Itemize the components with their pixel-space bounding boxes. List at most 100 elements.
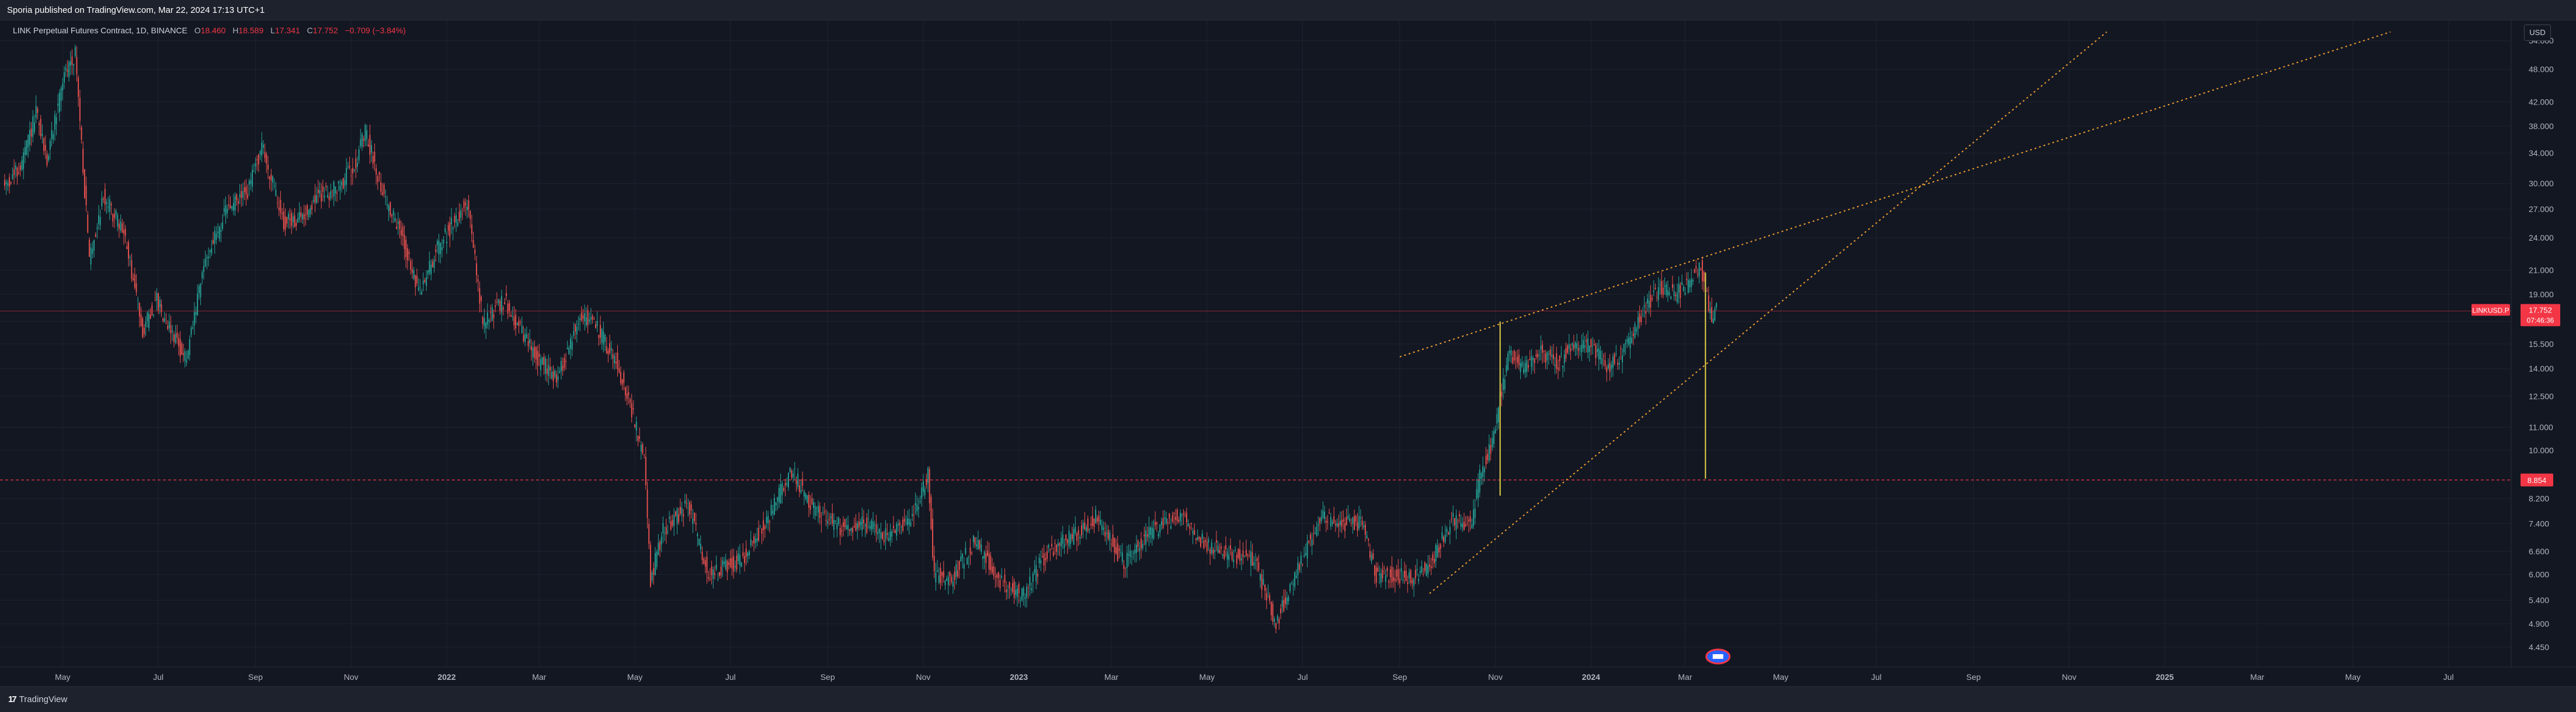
candle-body bbox=[747, 553, 749, 557]
candle-body bbox=[932, 519, 933, 558]
candle-body bbox=[1659, 284, 1661, 286]
candle-body bbox=[863, 519, 864, 523]
candle-body bbox=[1187, 523, 1189, 527]
candle-body bbox=[1650, 294, 1652, 308]
candle-body bbox=[1041, 556, 1043, 558]
y-tick-label: 21.000 bbox=[2529, 266, 2554, 275]
candle-body bbox=[1357, 522, 1358, 531]
candle-body bbox=[1306, 541, 1308, 559]
candle-body bbox=[1223, 550, 1225, 559]
candle-body bbox=[1277, 616, 1278, 621]
candle-body bbox=[1673, 291, 1675, 296]
candle-body bbox=[228, 204, 230, 206]
candle-body bbox=[1292, 584, 1294, 585]
candle-body bbox=[1225, 545, 1226, 550]
time-axis[interactable]: May Jul Sep Nov 2022 Mar May Jul Sep Nov 2023 Mar Ma… bbox=[55, 672, 2453, 682]
candle-body bbox=[1529, 359, 1531, 360]
candle-body bbox=[1148, 527, 1150, 539]
candle-body bbox=[513, 316, 515, 325]
y-tick-label: 48.000 bbox=[2529, 65, 2554, 74]
candle-body bbox=[1009, 582, 1010, 589]
candle-body bbox=[1634, 324, 1636, 338]
candle-body bbox=[1661, 281, 1663, 294]
drawings[interactable] bbox=[0, 31, 2511, 665]
candle-body bbox=[68, 62, 69, 77]
candle-body bbox=[708, 576, 710, 579]
candle-body bbox=[535, 347, 537, 360]
candle-body bbox=[1311, 539, 1313, 546]
candle-body bbox=[1011, 583, 1013, 593]
price-chart[interactable]: 54.00048.00042.00038.00034.00030.00027.0… bbox=[0, 20, 2576, 686]
candle-body bbox=[1546, 352, 1548, 360]
candle-body bbox=[151, 305, 153, 316]
candle-body bbox=[1209, 549, 1211, 554]
candle-body bbox=[1023, 588, 1024, 596]
candle-body bbox=[990, 555, 992, 571]
candle-body bbox=[1409, 572, 1410, 579]
symbol-title: LINK Perpetual Futures Contract, 1D, BIN… bbox=[13, 26, 187, 35]
candle-body bbox=[839, 527, 841, 536]
candle-body bbox=[552, 371, 554, 381]
candle-body bbox=[704, 560, 706, 567]
candle-body bbox=[7, 183, 9, 186]
candle-body bbox=[1375, 567, 1377, 583]
candle-body bbox=[292, 216, 294, 223]
currency-button[interactable]: USD bbox=[2524, 25, 2551, 41]
candle-body bbox=[217, 231, 218, 234]
candle-body bbox=[734, 566, 736, 568]
candle-body bbox=[952, 581, 954, 587]
candle-body bbox=[447, 225, 449, 231]
candle-body bbox=[1237, 548, 1239, 558]
candle-body bbox=[1532, 357, 1534, 360]
candle-body bbox=[1620, 348, 1622, 349]
candle-body bbox=[738, 553, 739, 561]
candle-body bbox=[1244, 555, 1246, 557]
candle-body bbox=[1507, 353, 1509, 370]
candle-body bbox=[1106, 533, 1107, 534]
tradingview-logo[interactable]: 17 TradingView bbox=[8, 694, 67, 704]
y-tick-label: 7.400 bbox=[2529, 519, 2549, 528]
candle-body bbox=[1322, 510, 1324, 518]
candle-body bbox=[1643, 305, 1645, 307]
candle-body bbox=[957, 570, 958, 577]
trendline[interactable] bbox=[1399, 31, 2391, 357]
candle-body bbox=[1584, 345, 1586, 348]
candle-body bbox=[53, 134, 54, 140]
x-tick-label: May bbox=[1773, 672, 1788, 682]
candle-body bbox=[396, 227, 397, 229]
candle-body bbox=[272, 176, 273, 183]
candle-body bbox=[140, 314, 142, 327]
candle-body bbox=[1572, 343, 1573, 346]
candle-body bbox=[888, 538, 889, 541]
price-axis[interactable]: 54.00048.00042.00038.00034.00030.00027.0… bbox=[2529, 36, 2554, 652]
candle-body bbox=[1333, 516, 1335, 523]
candle-body bbox=[269, 176, 270, 179]
candle-body bbox=[874, 524, 875, 526]
candle-body bbox=[1235, 550, 1236, 551]
candle-body bbox=[406, 248, 408, 261]
candle-body bbox=[1700, 269, 1702, 270]
candle-body bbox=[427, 270, 429, 275]
candle-body bbox=[349, 165, 350, 168]
symbol-legend[interactable]: LINK Perpetual Futures Contract, 1D, BIN… bbox=[13, 26, 406, 35]
candle-body bbox=[474, 249, 476, 254]
candle-body bbox=[119, 223, 120, 229]
candle-body bbox=[628, 392, 630, 395]
candle-body bbox=[982, 555, 983, 560]
candle-body bbox=[587, 310, 589, 326]
candle-body bbox=[772, 510, 774, 514]
candle-body bbox=[1048, 545, 1049, 548]
candle-body bbox=[432, 261, 433, 268]
trendline[interactable] bbox=[1429, 31, 2108, 594]
candle-body bbox=[1637, 317, 1639, 329]
candle-body bbox=[1285, 597, 1286, 605]
candle-body bbox=[784, 482, 786, 486]
candle-body bbox=[516, 322, 518, 325]
candle-body bbox=[988, 553, 990, 570]
candle-body bbox=[19, 165, 21, 171]
candle-body bbox=[822, 512, 824, 513]
candle-body bbox=[1476, 489, 1478, 498]
candle-body bbox=[509, 303, 510, 311]
candle-body bbox=[1100, 520, 1101, 525]
candle-body bbox=[1702, 260, 1703, 282]
